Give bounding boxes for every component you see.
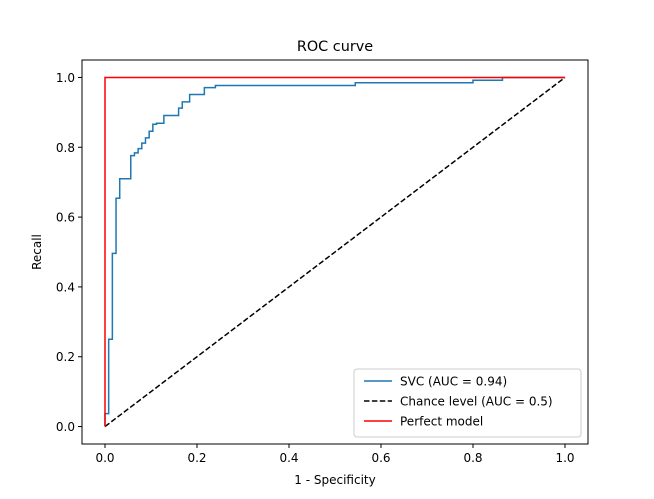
y-tick-label: 0.4 <box>56 280 75 294</box>
y-axis-ticks: 0.0 0.2 0.4 0.6 0.8 1.0 <box>56 71 82 434</box>
legend-label: Perfect model <box>400 415 483 429</box>
y-tick-label: 0.8 <box>56 141 75 155</box>
legend-entry-perfect-model: Perfect model <box>364 415 483 429</box>
x-tick-label: 0.6 <box>371 451 390 465</box>
plot-frame <box>81 59 589 445</box>
legend-label: Chance level (AUC = 0.5) <box>400 395 553 409</box>
legend-label: SVC (AUC = 0.94) <box>400 375 507 389</box>
perfect-model-line <box>104 76 565 427</box>
y-tick-label: 0.6 <box>56 211 75 225</box>
legend-entry-svc: SVC (AUC = 0.94) <box>364 375 507 389</box>
y-axis-label: Recall <box>30 234 44 270</box>
legend: SVC (AUC = 0.94) Chance level (AUC = 0.5)… <box>353 368 582 438</box>
chart-title: ROC curve <box>297 39 373 55</box>
legend-box <box>353 368 582 438</box>
x-axis-ticks: 0.0 0.2 0.4 0.6 0.8 1.0 <box>95 444 575 465</box>
x-tick-label: 1.0 <box>555 451 574 465</box>
y-tick-label: 0.0 <box>56 420 75 434</box>
svc-roc-line <box>104 76 565 427</box>
x-axis-label: 1 - Specificity <box>294 473 375 487</box>
legend-entry-chance-level: Chance level (AUC = 0.5) <box>364 395 553 409</box>
y-tick-label: 1.0 <box>56 71 75 85</box>
x-tick-label: 0.8 <box>463 451 482 465</box>
legend-entries: SVC (AUC = 0.94) Chance level (AUC = 0.5)… <box>364 375 553 429</box>
series-layer <box>104 76 566 428</box>
chance-level-line <box>104 76 566 428</box>
y-tick-label: 0.2 <box>56 350 75 364</box>
x-tick-label: 0.0 <box>95 451 114 465</box>
x-tick-label: 0.2 <box>187 451 206 465</box>
x-tick-label: 0.4 <box>279 451 298 465</box>
